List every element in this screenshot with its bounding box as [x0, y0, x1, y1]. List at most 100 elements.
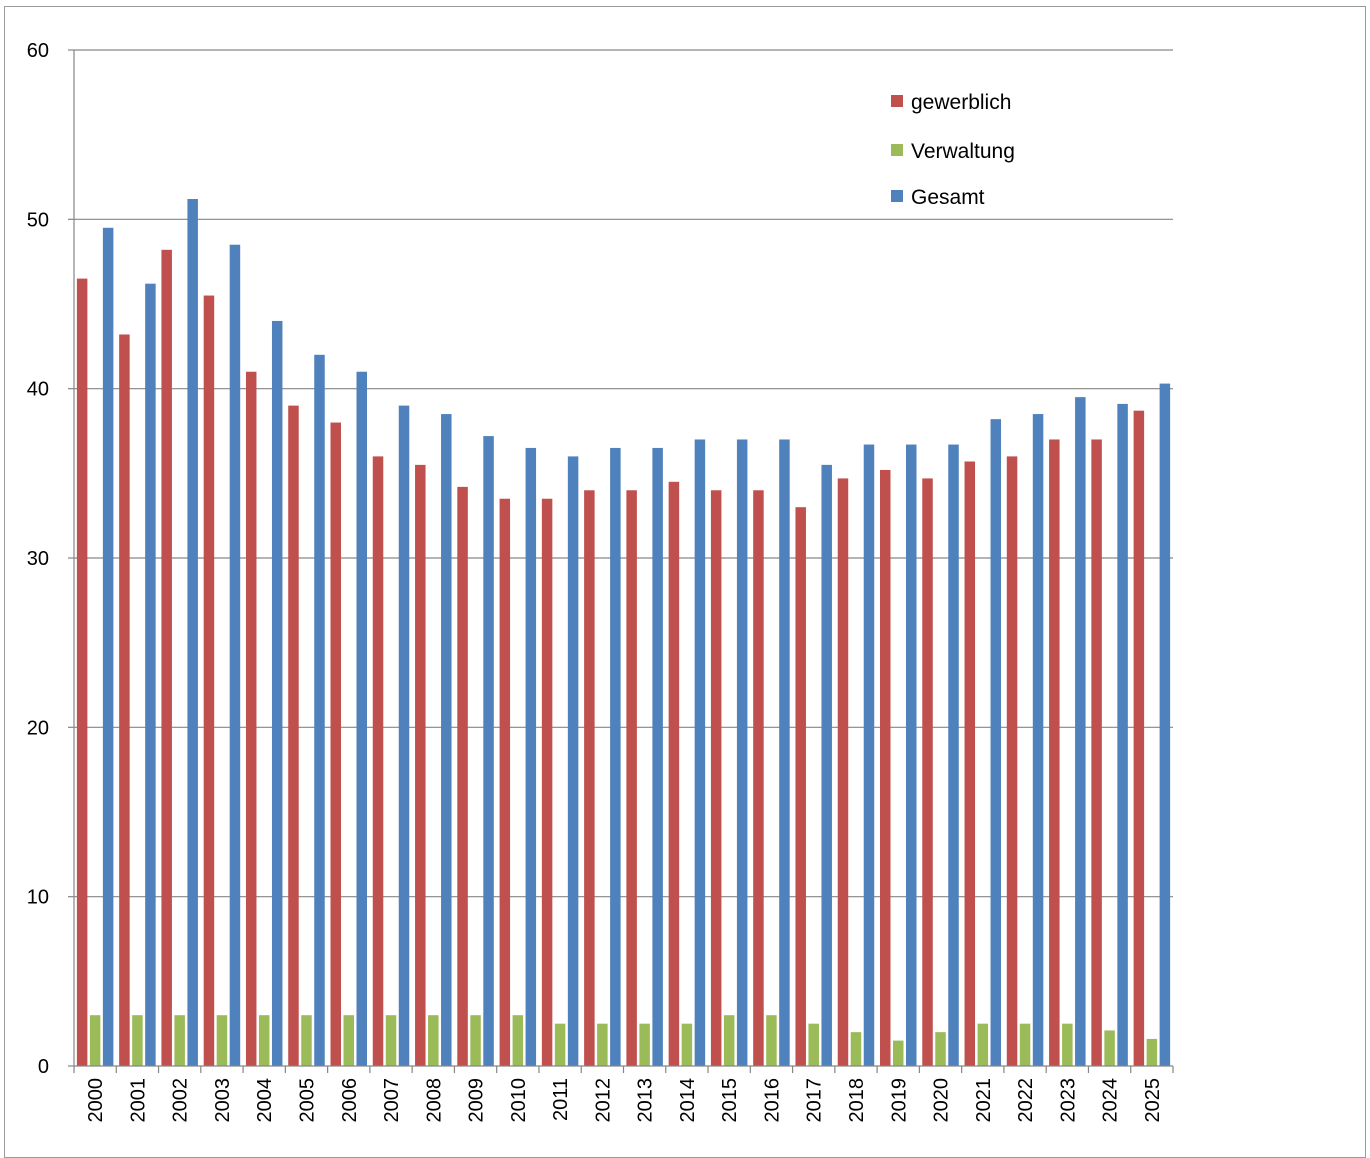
- bar-gewerblich-2017: [795, 507, 806, 1066]
- bar-gesamt-2011: [567, 456, 579, 1066]
- bar-verwaltung-2005: [301, 1015, 312, 1066]
- bar-gewerblich-2008: [415, 464, 426, 1066]
- legend-swatch-gesamt: [891, 190, 903, 202]
- bar-gesamt-2008: [441, 414, 452, 1067]
- bar-gewerblich-2018: [837, 478, 849, 1066]
- bar-gewerblich-2001: [119, 334, 130, 1067]
- bar-gesamt-2002: [187, 199, 198, 1067]
- bar-verwaltung-2004: [258, 1015, 270, 1066]
- x-tick-label: 2017: [804, 1078, 826, 1123]
- gridlines: [68, 49, 1174, 1073]
- bar-gewerblich-2009: [457, 486, 468, 1066]
- bar-verwaltung-2011: [554, 1023, 566, 1066]
- x-tick-label: 2002: [170, 1078, 192, 1123]
- legend-label-verwaltung: Verwaltung: [911, 140, 1015, 163]
- y-tick-label: 60: [27, 40, 49, 62]
- bar-gesamt-2001: [145, 283, 156, 1066]
- bar-gesamt-2007: [398, 405, 410, 1067]
- bar-verwaltung-2015: [723, 1015, 735, 1066]
- y-tick-label: 50: [27, 209, 49, 231]
- bar-verwaltung-2024: [1104, 1030, 1115, 1066]
- legend-swatch-gewerblich: [891, 95, 903, 107]
- bar-gewerblich-2014: [668, 481, 680, 1066]
- x-tick-label: 2000: [85, 1078, 107, 1123]
- bar-gesamt-2005: [314, 354, 325, 1066]
- bar-gewerblich-2006: [330, 422, 341, 1066]
- x-tick-label: 2019: [888, 1078, 910, 1123]
- bar-gesamt-2017: [821, 464, 832, 1066]
- bar-verwaltung-2008: [428, 1015, 439, 1066]
- bar-verwaltung-2022: [1019, 1023, 1031, 1066]
- bar-gewerblich-2010: [499, 498, 511, 1066]
- x-tick-label: 2012: [592, 1078, 614, 1123]
- bar-verwaltung-2025: [1146, 1038, 1158, 1066]
- bar-gewerblich-2023: [1049, 439, 1060, 1066]
- bar-gewerblich-2015: [710, 490, 722, 1066]
- bar-verwaltung-2019: [893, 1040, 904, 1066]
- x-tick-label: 2003: [212, 1078, 234, 1123]
- bar-gesamt-2022: [1032, 414, 1044, 1067]
- bar-gewerblich-2012: [584, 490, 595, 1066]
- x-tick-labels: 2000 2001 2002 2003 2004 2005 2006 2007 2008 2009…: [85, 1078, 1164, 1123]
- y-tick-labels: 0 10 20 30 40 50 60: [27, 40, 49, 1078]
- bar-gewerblich-2004: [245, 371, 257, 1066]
- bar-verwaltung-2002: [174, 1015, 185, 1066]
- legend: gewerblich Verwaltung Gesamt: [891, 91, 1015, 209]
- bar-verwaltung-2001: [132, 1015, 143, 1066]
- y-tick-label: 10: [27, 887, 49, 909]
- bar-gesamt-2003: [229, 244, 241, 1066]
- bar-gesamt-2000: [102, 227, 114, 1067]
- bar-gewerblich-2022: [1006, 456, 1018, 1066]
- bar-gesamt-2006: [356, 371, 367, 1066]
- bar-gewerblich-2025: [1133, 410, 1145, 1066]
- bar-gesamt-2016: [779, 439, 790, 1066]
- bar-verwaltung-2012: [597, 1023, 608, 1066]
- x-tick-label: 2023: [1057, 1078, 1079, 1123]
- bar-gesamt-2010: [525, 447, 537, 1066]
- x-tick-label: 2011: [550, 1078, 572, 1121]
- bar-gesamt-2018: [863, 444, 875, 1067]
- bar-gesamt-2009: [483, 436, 494, 1067]
- bar-verwaltung-2009: [470, 1015, 481, 1066]
- x-tick-label: 2005: [296, 1078, 318, 1123]
- bar-gesamt-2019: [906, 444, 917, 1067]
- bar-gewerblich-2016: [753, 490, 764, 1066]
- bar-gesamt-2014: [694, 439, 706, 1066]
- x-tick-label: 2015: [719, 1078, 741, 1123]
- bars: [76, 199, 1171, 1067]
- bar-gesamt-2023: [1075, 397, 1086, 1067]
- bar-gesamt-2015: [736, 439, 748, 1066]
- bar-gewerblich-2000: [76, 278, 88, 1067]
- bar-gewerblich-2007: [372, 456, 384, 1066]
- x-tick-label: 2025: [1142, 1078, 1164, 1123]
- bar-gesamt-2013: [652, 447, 663, 1066]
- bar-verwaltung-2013: [639, 1023, 650, 1066]
- bar-gewerblich-2011: [541, 498, 553, 1066]
- bar-verwaltung-2020: [935, 1032, 946, 1066]
- bar-gesamt-2024: [1117, 403, 1128, 1066]
- x-tick-label: 2014: [677, 1078, 699, 1123]
- legend-label-gesamt: Gesamt: [911, 186, 985, 209]
- bar-verwaltung-2023: [1062, 1023, 1073, 1066]
- x-tick-label: 2013: [635, 1078, 657, 1123]
- y-tick-label: 30: [27, 548, 49, 570]
- bar-verwaltung-2021: [977, 1023, 989, 1066]
- x-tick-label: 2006: [339, 1078, 361, 1123]
- y-tick-label: 0: [38, 1056, 49, 1078]
- bar-gewerblich-2020: [922, 478, 933, 1066]
- bar-gewerblich-2013: [626, 490, 637, 1066]
- x-tick-label: 2022: [1015, 1078, 1037, 1123]
- bar-gesamt-2020: [948, 444, 959, 1067]
- x-tick-label: 2021: [973, 1078, 995, 1123]
- x-tick-label: 2010: [508, 1078, 530, 1123]
- bar-gewerblich-2003: [203, 295, 215, 1066]
- bar-gesamt-2025: [1159, 383, 1171, 1066]
- bar-verwaltung-2007: [385, 1015, 397, 1066]
- y-tick-label: 40: [27, 379, 49, 401]
- bar-verwaltung-2014: [681, 1023, 693, 1066]
- bar-gewerblich-2021: [964, 461, 976, 1067]
- x-tick-label: 2020: [931, 1078, 953, 1123]
- bar-verwaltung-2016: [766, 1015, 777, 1066]
- bar-gewerblich-2002: [161, 249, 172, 1066]
